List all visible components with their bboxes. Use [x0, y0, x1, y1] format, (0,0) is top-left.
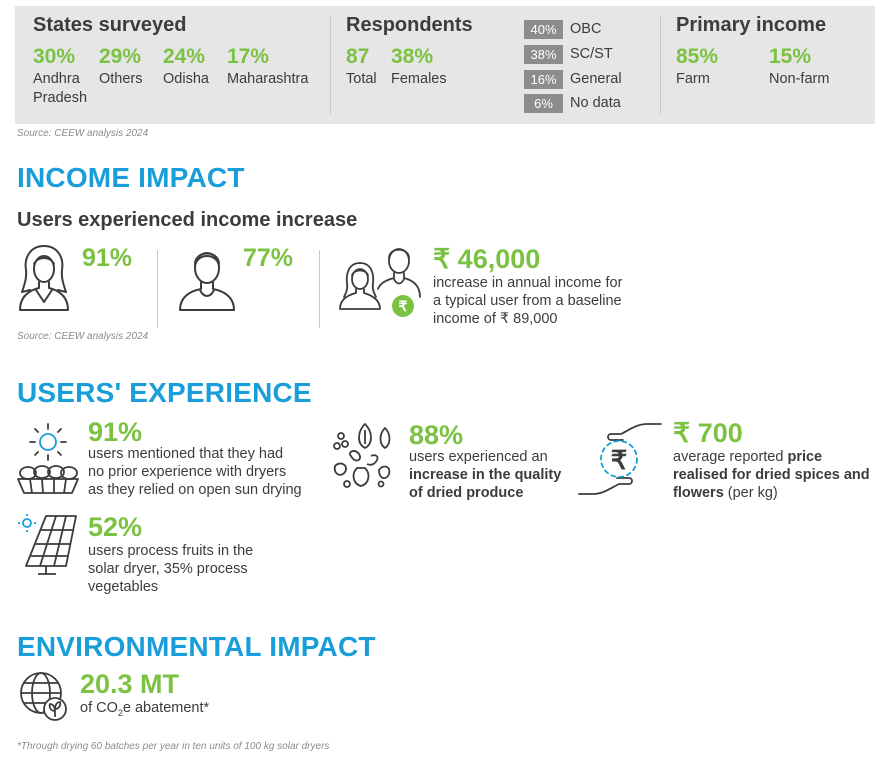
sun-icon [29, 423, 67, 461]
divider [660, 16, 661, 114]
sun-drying-text: users mentioned that they had [88, 446, 284, 462]
co2-value: 20.3 MT [80, 669, 180, 699]
solar-panel-icon [18, 514, 77, 575]
co2-text: of CO2e abatement* [80, 700, 210, 718]
category-row: 6% No data [524, 94, 621, 114]
quality-text-bold: increase in the quality [409, 467, 562, 483]
category-label: No data [570, 95, 621, 111]
state-value: 24% [163, 45, 206, 68]
environmental-impact-heading: ENVIRONMENTAL IMPACT [17, 631, 376, 662]
primary-income-title: Primary income [676, 14, 827, 36]
fruits-pct: 52% [88, 512, 143, 542]
state-label: Others [99, 71, 143, 87]
respondents-total-value: 87 [346, 45, 370, 68]
divider [319, 250, 320, 328]
source-note: Source: CEEW analysis 2024 [17, 331, 149, 342]
price-text-bold: realised for dried spices and [673, 467, 870, 483]
income-increase-text: income of ₹ 89,000 [433, 311, 558, 327]
quality-text-bold: of dried produce [409, 485, 524, 501]
category-row: 16% General [524, 70, 622, 90]
man-icon [179, 252, 235, 311]
income-increase-text: a typical user from a baseline [433, 293, 622, 309]
users-experience-heading: USERS' EXPERIENCE [17, 377, 312, 408]
income-nonfarm-label: Non-farm [769, 71, 830, 87]
state-label: Odisha [163, 71, 209, 87]
footnote: *Through drying 60 batches per year in t… [17, 741, 330, 752]
category-value: 16% [524, 70, 563, 89]
category-value: 38% [524, 45, 563, 64]
income-increase-text: increase in annual income for [433, 275, 623, 291]
category-value: 6% [524, 94, 563, 113]
fruits-text: vegetables [88, 579, 159, 595]
state-value: 17% [227, 45, 270, 68]
quality-text: users experienced an [409, 449, 548, 465]
sun-drying-text: no prior experience with dryers [88, 464, 287, 480]
rupee-symbol: ₹ [610, 445, 628, 475]
income-nonfarm-value: 15% [769, 45, 812, 68]
divider [157, 250, 158, 328]
category-label: SC/ST [570, 46, 613, 62]
rupee-badge-symbol: ₹ [398, 298, 408, 314]
price-text: flowers (per kg) [673, 485, 778, 501]
respondents-total-label: Total [346, 71, 377, 87]
states-title: States surveyed [33, 14, 187, 36]
price-text: average reported price [673, 449, 823, 465]
summary-panel [15, 6, 875, 124]
fruits-text: users process fruits in the [88, 543, 254, 559]
income-farm-label: Farm [676, 71, 710, 87]
respondents-female-value: 38% [391, 45, 434, 68]
income-impact-heading: INCOME IMPACT [17, 162, 245, 193]
state-label: Maharashtra [227, 71, 309, 87]
divider [330, 16, 331, 114]
income-impact-subheading: Users experienced income increase [17, 209, 358, 231]
fruits-text: solar dryer, 35% process [88, 561, 248, 577]
sun-drying-pct: 91% [88, 417, 143, 447]
quality-pct: 88% [409, 420, 464, 450]
category-row: 38% SC/ST [524, 45, 613, 65]
sun-drying-text: as they relied on open sun drying [88, 482, 302, 498]
category-value: 40% [524, 20, 563, 39]
category-row: 40% OBC [524, 20, 601, 40]
price-value: ₹ 700 [673, 418, 743, 448]
source-note: Source: CEEW analysis 2024 [17, 128, 149, 139]
respondents-female-label: Females [391, 71, 447, 87]
hands-rupee-icon [578, 423, 662, 495]
female-income-pct: 91% [82, 244, 133, 272]
globe-leaf-icon [20, 672, 67, 721]
income-increase-value: ₹ 46,000 [433, 244, 541, 274]
state-value: 30% [33, 45, 76, 68]
drying-tray-icon [17, 465, 79, 494]
state-value: 29% [99, 45, 142, 68]
couple-icon [339, 248, 421, 310]
woman-icon [19, 245, 69, 311]
male-income-pct: 77% [243, 244, 294, 272]
rupee-badge-icon [392, 295, 414, 317]
state-label: Andhra Pradesh [33, 71, 88, 106]
category-label: OBC [570, 21, 602, 37]
income-farm-value: 85% [676, 45, 719, 68]
seeds-icon [333, 423, 391, 488]
respondents-title: Respondents [346, 14, 473, 36]
category-label: General [570, 71, 622, 87]
